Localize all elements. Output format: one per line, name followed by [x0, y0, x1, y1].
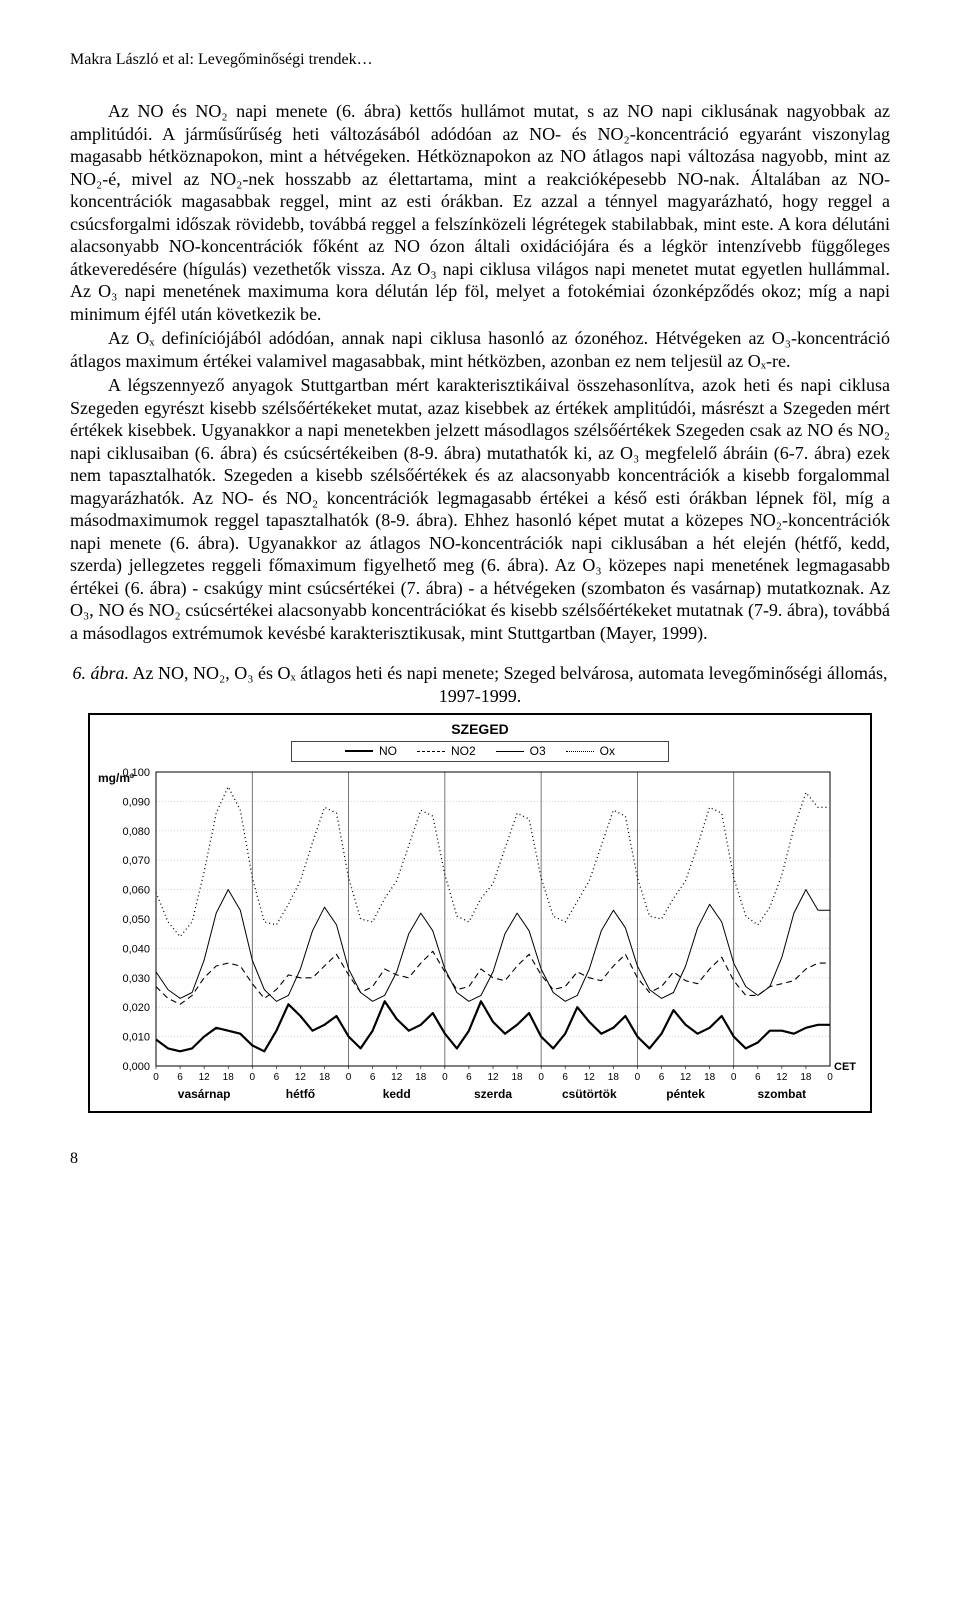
svg-text:12: 12	[199, 1072, 211, 1083]
chart-title: SZEGED	[90, 715, 870, 741]
svg-text:12: 12	[776, 1072, 788, 1083]
chart-svg: 0,000 0,010 0,020 0,030 0,040 0,050 0,060 0,070…	[90, 766, 866, 1106]
svg-text:csütörtök: csütörtök	[562, 1087, 617, 1101]
svg-text:kedd: kedd	[383, 1087, 411, 1101]
svg-text:0: 0	[250, 1072, 256, 1083]
svg-text:0,070: 0,070	[122, 855, 150, 867]
svg-text:6: 6	[466, 1072, 472, 1083]
svg-text:12: 12	[295, 1072, 307, 1083]
page-number: 8	[70, 1149, 890, 1169]
svg-text:6: 6	[755, 1072, 761, 1083]
svg-text:szerda: szerda	[474, 1087, 512, 1101]
chart-legend: NONO2O3Ox	[291, 741, 669, 762]
svg-text:0: 0	[346, 1072, 352, 1083]
svg-text:6: 6	[370, 1072, 376, 1083]
svg-text:0: 0	[153, 1072, 159, 1083]
svg-text:vasárnap: vasárnap	[178, 1087, 231, 1101]
figure-caption-text: Az NO, NO₂, O₃ és Oₓ átlagos heti és nap…	[129, 663, 888, 706]
svg-text:0: 0	[538, 1072, 544, 1083]
svg-text:0,030: 0,030	[122, 972, 150, 984]
svg-text:18: 18	[415, 1072, 427, 1083]
svg-text:0,010: 0,010	[122, 1031, 150, 1043]
svg-text:18: 18	[800, 1072, 812, 1083]
chart-container: SZEGED NONO2O3Ox 0,0000,0100,0200,0300,0…	[88, 713, 872, 1113]
svg-text:CET: CET	[834, 1061, 856, 1073]
svg-text:0,040: 0,040	[122, 943, 150, 955]
svg-text:12: 12	[487, 1072, 499, 1083]
svg-text:0,090: 0,090	[122, 796, 150, 808]
svg-text:0,080: 0,080	[122, 825, 150, 837]
svg-text:12: 12	[584, 1072, 596, 1083]
svg-text:6: 6	[562, 1072, 568, 1083]
svg-text:0: 0	[442, 1072, 448, 1083]
svg-text:0,020: 0,020	[122, 1002, 150, 1014]
figure-caption: 6. ábra. Az NO, NO₂, O₃ és Oₓ átlagos he…	[70, 662, 890, 707]
svg-text:0: 0	[827, 1072, 833, 1083]
svg-text:6: 6	[177, 1072, 183, 1083]
svg-text:18: 18	[223, 1072, 235, 1083]
svg-text:0,050: 0,050	[122, 914, 150, 926]
svg-text:0: 0	[635, 1072, 641, 1083]
svg-text:18: 18	[512, 1072, 524, 1083]
figure-caption-number: 6. ábra.	[72, 663, 129, 683]
svg-text:0: 0	[731, 1072, 737, 1083]
svg-text:0,000: 0,000	[122, 1061, 150, 1073]
paragraph-3: A légszennyező anyagok Stuttgartban mért…	[70, 374, 890, 644]
svg-text:szombat: szombat	[758, 1087, 807, 1101]
paragraph-2: Az Oₓ definíciójából adódóan, annak napi…	[70, 327, 890, 372]
svg-text:12: 12	[391, 1072, 403, 1083]
svg-text:6: 6	[274, 1072, 280, 1083]
svg-text:mg/m³: mg/m³	[98, 771, 134, 785]
svg-text:18: 18	[704, 1072, 716, 1083]
svg-text:hétfő: hétfő	[286, 1087, 315, 1101]
svg-text:12: 12	[680, 1072, 692, 1083]
svg-text:18: 18	[608, 1072, 620, 1083]
svg-text:0,060: 0,060	[122, 884, 150, 896]
svg-text:péntek: péntek	[666, 1087, 705, 1101]
svg-text:6: 6	[659, 1072, 665, 1083]
svg-text:18: 18	[319, 1072, 331, 1083]
running-head: Makra László et al: Levegőminőségi trend…	[70, 50, 890, 70]
paragraph-1: Az NO és NO₂ napi menete (6. ábra) kettő…	[70, 100, 890, 325]
